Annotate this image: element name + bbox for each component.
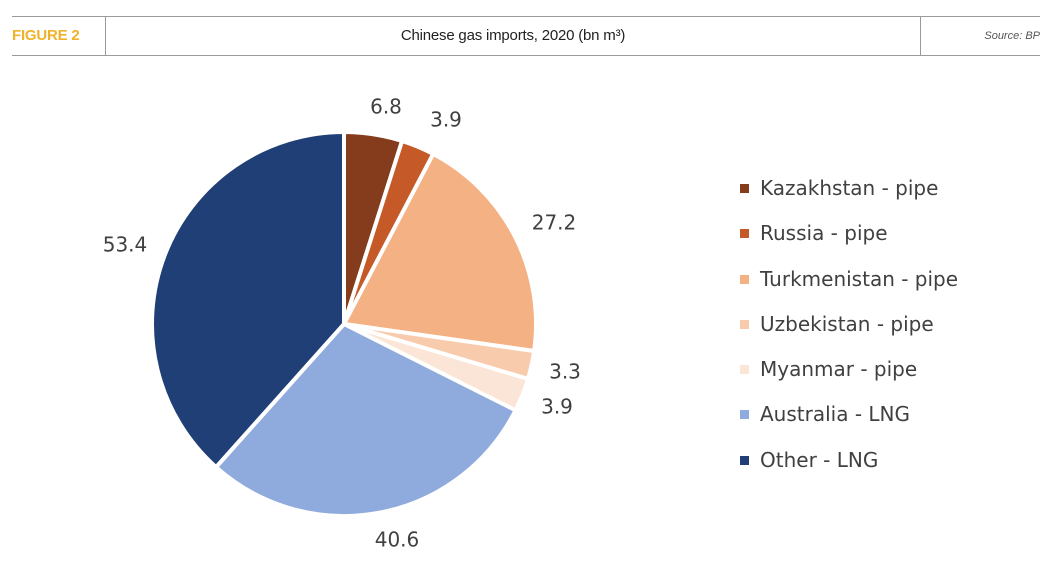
data-label: 40.6: [375, 528, 420, 552]
header-divider: [920, 17, 921, 55]
legend-swatch: [740, 410, 749, 420]
legend-swatch: [740, 184, 749, 193]
source-note: Source: BP: [984, 30, 1040, 42]
legend-swatch: [740, 274, 749, 284]
legend-label: Kazakhstan - pipe: [760, 176, 939, 200]
data-label: 27.2: [532, 211, 577, 235]
legend-swatch: [740, 365, 749, 375]
data-label: 53.4: [103, 233, 148, 257]
data-label: 3.9: [541, 395, 573, 419]
legend-label: Australia - LNG: [760, 402, 910, 427]
legend-label: Russia - pipe: [760, 221, 888, 246]
legend-swatch: [740, 455, 749, 465]
data-label: 3.3: [549, 360, 581, 384]
legend-label: Uzbekistan - pipe: [760, 311, 934, 336]
pie-slice: [342, 151, 538, 354]
legend-label: Other - LNG: [760, 447, 879, 472]
pie-slice: [214, 322, 518, 518]
pie-slice: [150, 130, 346, 470]
chart-title: Chinese gas imports, 2020 (bn m³): [400, 27, 626, 44]
figure-label: FIGURE 2: [12, 27, 80, 44]
legend-swatch: [740, 229, 749, 239]
legend-label: Myanmar - pipe: [760, 357, 918, 382]
figure-header: FIGURE 2 Chinese gas imports, 2020 (bn m…: [12, 16, 1040, 56]
data-label: 6.8: [370, 95, 402, 119]
legend-swatch: [740, 319, 749, 329]
legend-label: Turkmenistan - pipe: [760, 266, 959, 291]
header-divider: [105, 17, 106, 55]
data-label: 3.9: [430, 108, 462, 132]
